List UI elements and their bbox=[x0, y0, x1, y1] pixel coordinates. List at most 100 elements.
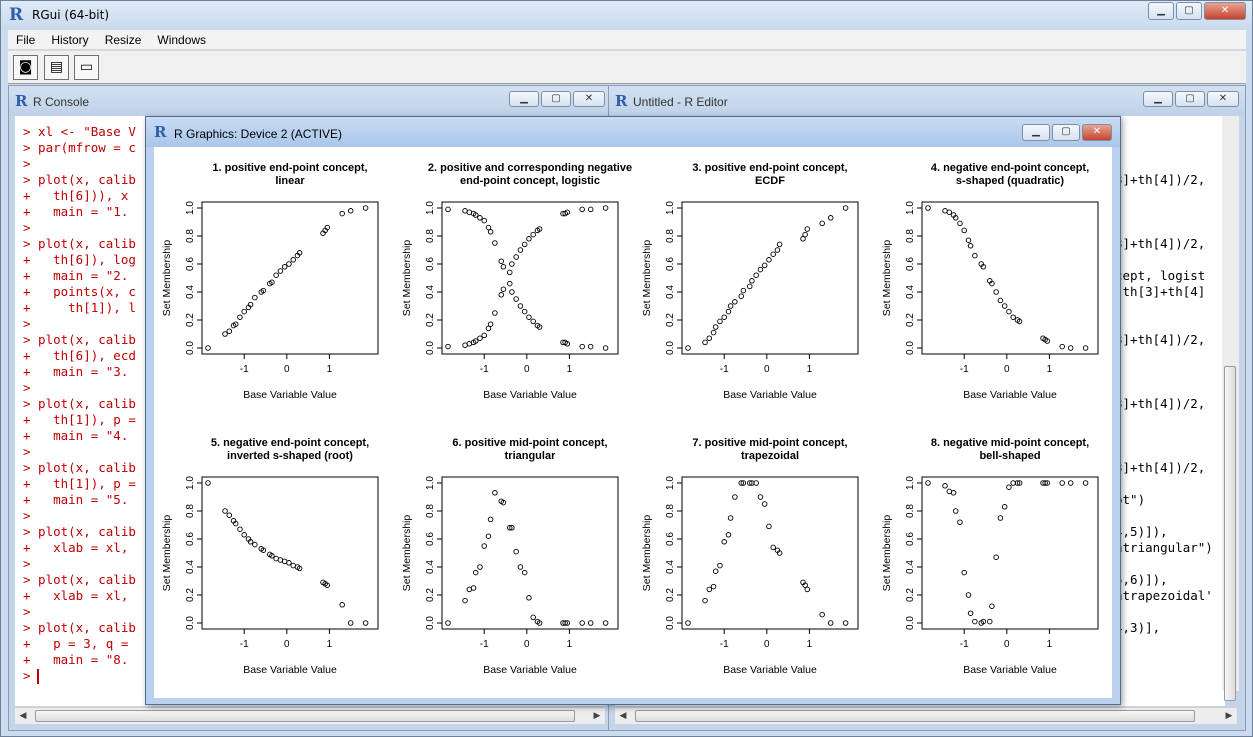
y-tick-label: 0.2 bbox=[185, 588, 196, 602]
chart-title: triangular bbox=[505, 450, 556, 462]
y-tick-label: 1.0 bbox=[425, 476, 436, 490]
x-tick-label: 0 bbox=[1004, 364, 1010, 375]
y-tick-label: 0.8 bbox=[185, 229, 196, 243]
menu-resize[interactable]: Resize bbox=[104, 33, 142, 47]
chart-panel-5: 5. negative end-point concept,inverted s… bbox=[161, 437, 379, 676]
scroll-right-icon[interactable]: ▶ bbox=[593, 711, 601, 721]
minimize-button[interactable]: ▁ bbox=[1148, 2, 1174, 20]
data-point bbox=[247, 301, 254, 308]
editor-title-bar[interactable]: R Untitled - R Editor ▁ ▢ ✕ bbox=[609, 86, 1245, 116]
data-point bbox=[281, 264, 288, 270]
console-line: > plot(x, calib bbox=[23, 460, 136, 475]
data-point bbox=[517, 564, 524, 570]
data-point bbox=[260, 547, 267, 553]
close-button[interactable]: ✕ bbox=[1207, 91, 1239, 107]
x-tick-label: 1 bbox=[1047, 364, 1053, 375]
console-line: > bbox=[23, 508, 31, 523]
camera-icon[interactable]: ◙ bbox=[13, 55, 38, 80]
data-point bbox=[1014, 480, 1021, 486]
editor-title: Untitled - R Editor bbox=[633, 95, 728, 109]
data-point bbox=[222, 331, 228, 337]
x-tick-label: -1 bbox=[960, 639, 969, 650]
data-point bbox=[747, 480, 753, 486]
scrollbar-thumb[interactable] bbox=[35, 710, 575, 722]
minimize-button[interactable]: ▁ bbox=[1143, 91, 1173, 107]
data-point bbox=[766, 523, 772, 530]
console-horizontal-scrollbar[interactable]: ◀ ▶ bbox=[15, 707, 605, 724]
close-button[interactable]: ✕ bbox=[1204, 2, 1246, 20]
minimize-button[interactable]: ▁ bbox=[509, 91, 539, 107]
y-tick-label: 1.0 bbox=[185, 201, 196, 215]
data-point bbox=[749, 278, 755, 284]
y-tick-label: 0.4 bbox=[905, 285, 916, 299]
editor-vertical-scrollbar[interactable] bbox=[1222, 116, 1239, 701]
y-tick-label: 0.4 bbox=[905, 560, 916, 574]
data-point bbox=[487, 516, 494, 523]
y-tick-label: 0.0 bbox=[905, 341, 916, 355]
scroll-right-icon[interactable]: ▶ bbox=[1225, 711, 1233, 721]
y-tick-label: 0.0 bbox=[425, 616, 436, 630]
console-line: > xl <- "Base V bbox=[23, 124, 136, 139]
data-point bbox=[526, 314, 532, 320]
data-point bbox=[802, 582, 808, 588]
data-point bbox=[770, 251, 776, 257]
r-logo-icon: R bbox=[15, 92, 28, 110]
data-point bbox=[579, 343, 585, 350]
app-title: RGui (64-bit) bbox=[32, 8, 110, 22]
menu-file[interactable]: File bbox=[16, 33, 36, 47]
y-tick-label: 0.2 bbox=[905, 588, 916, 602]
editor-horizontal-scrollbar[interactable]: ◀ ▶ bbox=[615, 707, 1237, 724]
y-tick-label: 0.8 bbox=[905, 504, 916, 518]
data-point bbox=[717, 562, 723, 569]
plot-canvas: 1. positive end-point concept,linear 0.0 0… bbox=[161, 162, 1099, 676]
menu-windows[interactable]: Windows bbox=[157, 33, 207, 47]
data-point bbox=[507, 269, 513, 276]
scrollbar-thumb[interactable] bbox=[1224, 366, 1236, 701]
x-tick-label: -1 bbox=[720, 639, 729, 650]
printer-icon[interactable]: ▤ bbox=[44, 55, 69, 80]
scroll-left-icon[interactable]: ◀ bbox=[619, 711, 627, 721]
data-point bbox=[481, 543, 487, 549]
y-axis-label: Set Membership bbox=[401, 515, 413, 592]
data-point bbox=[732, 299, 738, 305]
window-icon[interactable]: ▭ bbox=[74, 55, 99, 80]
menu-history[interactable]: History bbox=[51, 33, 89, 47]
plot-area: 1. positive end-point concept, linear 0.0 0… bbox=[154, 147, 1112, 698]
data-point bbox=[530, 318, 536, 325]
close-button[interactable]: ✕ bbox=[1082, 124, 1112, 141]
data-point bbox=[842, 620, 849, 626]
maximize-button[interactable]: ▢ bbox=[1175, 91, 1205, 107]
data-point bbox=[1044, 480, 1051, 486]
y-tick-label: 0.4 bbox=[185, 560, 196, 574]
console-line: > plot(x, calib bbox=[23, 332, 136, 347]
main-title-bar[interactable]: R RGui (64-bit) ▁ ▢ ✕ bbox=[1, 1, 1252, 30]
console-line: + p = 3, q = bbox=[23, 636, 129, 651]
y-tick-label: 1.0 bbox=[665, 476, 676, 490]
data-point bbox=[710, 329, 717, 336]
maximize-button[interactable]: ▢ bbox=[1176, 2, 1202, 20]
data-point bbox=[740, 287, 747, 294]
data-point bbox=[500, 286, 507, 292]
y-tick-label: 0.8 bbox=[185, 504, 196, 518]
minimize-button[interactable]: ▁ bbox=[1022, 124, 1050, 141]
y-tick-label: 0.6 bbox=[425, 532, 436, 546]
graphics-title-bar[interactable]: R R Graphics: Device 2 (ACTIVE) ▁ ▢ ✕ bbox=[146, 117, 1120, 147]
data-point bbox=[521, 569, 528, 576]
chart-panel-6: 6. positive mid-point concept,triangular… bbox=[401, 437, 619, 676]
console-line: + main = "4. bbox=[23, 428, 129, 443]
scroll-left-icon[interactable]: ◀ bbox=[19, 711, 27, 721]
data-point bbox=[967, 243, 974, 249]
scrollbar-thumb[interactable] bbox=[635, 710, 1195, 722]
data-point bbox=[776, 550, 783, 556]
close-button[interactable]: ✕ bbox=[573, 91, 605, 107]
data-point bbox=[774, 247, 781, 253]
console-title-bar[interactable]: R R Console ▁ ▢ ✕ bbox=[9, 86, 613, 116]
data-point bbox=[602, 205, 609, 211]
data-point bbox=[247, 539, 254, 545]
chart-title: 7. positive mid-point concept, bbox=[692, 437, 847, 449]
data-point bbox=[445, 343, 451, 350]
y-tick-label: 0.6 bbox=[185, 257, 196, 271]
maximize-button[interactable]: ▢ bbox=[541, 91, 571, 107]
x-tick-label: 1 bbox=[567, 639, 573, 650]
maximize-button[interactable]: ▢ bbox=[1052, 124, 1080, 141]
